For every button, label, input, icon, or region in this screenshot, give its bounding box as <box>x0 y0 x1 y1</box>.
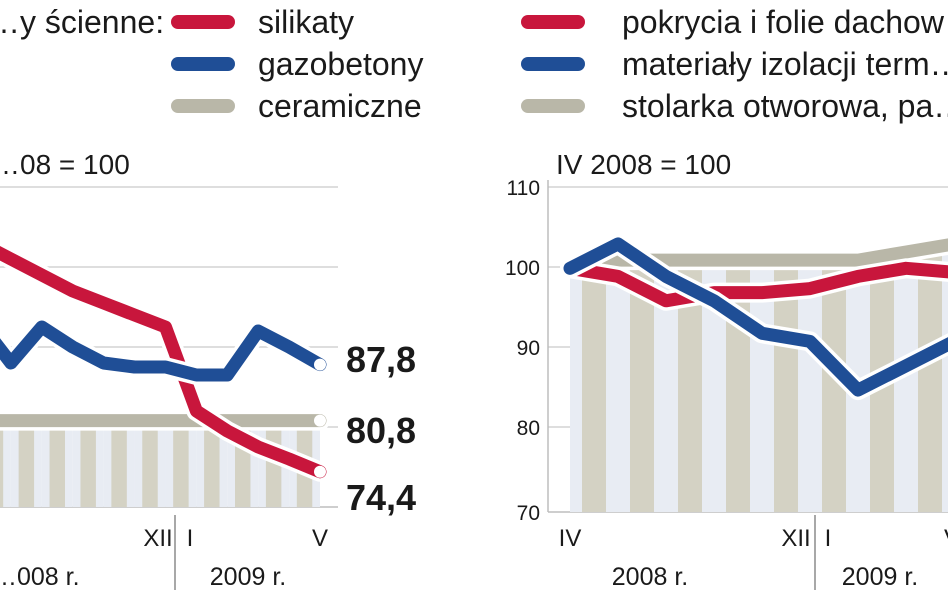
left-month-i: I <box>187 525 194 552</box>
right-base-label: IV 2008 = 100 <box>556 149 731 180</box>
left-bar-gap-0 <box>0 420 11 507</box>
left-end-labels: 87,8 80,8 74,4 <box>346 339 416 518</box>
legend-label-ceramiczne: ceramiczne <box>258 88 422 124</box>
left-x-axis: XII I V …008 r. 2009 r. <box>0 515 328 591</box>
right-month-xii: XII <box>781 525 810 552</box>
right-series-pokrycia-i-folie-dachow- <box>563 261 948 308</box>
left-plot-area <box>0 186 338 508</box>
left-series-gazobetony-end-marker <box>314 358 326 371</box>
legend-label-gazobetony: gazobetony <box>258 46 423 82</box>
left-series-lines <box>0 242 330 482</box>
left-bar-5 <box>142 420 158 507</box>
right-series-lines <box>560 233 948 401</box>
left-bar-1 <box>18 420 35 507</box>
left-series-gazobetony <box>0 320 327 382</box>
left-bar-background <box>0 420 320 507</box>
end-label-gazobetony: 87,8 <box>346 339 416 380</box>
left-end-markers <box>314 358 326 478</box>
right-x-axis: IV XII I V 2008 r. 2009 r. <box>559 515 948 591</box>
left-legend: …y ścienne: silikaty gazobetony ceramicz… <box>0 4 423 124</box>
end-label-ceramiczne: 80,8 <box>346 410 416 451</box>
left-bar-0 <box>0 420 4 507</box>
right-bar-4 <box>774 260 798 512</box>
left-series-silikaty <box>0 246 327 479</box>
right-ytick-80: 80 <box>517 417 540 440</box>
left-month-v: V <box>312 525 328 552</box>
right-bar-7 <box>918 252 942 512</box>
left-month-xii: XII <box>143 525 172 552</box>
right-month-iv: IV <box>559 525 582 552</box>
legend-label-pokrycia: pokrycia i folie dachow… <box>622 4 948 40</box>
left-bar-6 <box>173 420 189 507</box>
right-bar-0 <box>582 268 606 512</box>
right-year-2009: 2009 r. <box>842 563 918 591</box>
right-year-2008: 2008 r. <box>612 563 688 591</box>
right-ytick-110: 110 <box>507 177 540 200</box>
right-month-i: I <box>825 525 832 552</box>
left-bar-2 <box>49 420 65 507</box>
legend-label-materialy: materiały izolacji term… <box>622 46 948 82</box>
right-ytick-70: 70 <box>517 502 540 525</box>
left-series-silikaty-end-marker <box>314 465 326 478</box>
right-plot-area <box>547 180 948 513</box>
legend-label-silikaty: silikaty <box>258 4 354 40</box>
right-month-v: V <box>944 525 948 552</box>
left-bar-7 <box>204 420 220 507</box>
left-legend-title: …y ścienne: <box>0 4 164 40</box>
left-bar-4 <box>111 420 127 507</box>
left-base-label: …08 = 100 <box>0 149 130 180</box>
legend-label-stolarka: stolarka otworowa, pa… <box>622 88 948 124</box>
right-y-axis: 110 100 90 80 70 <box>505 177 540 525</box>
left-series-ceramiczne-end-marker <box>314 414 326 427</box>
right-legend: pokrycia i folie dachow… materiały izola… <box>521 4 948 124</box>
left-year-2009: 2009 r. <box>210 563 286 591</box>
left-bar-3 <box>80 420 96 507</box>
right-ytick-100: 100 <box>505 257 540 280</box>
right-ytick-90: 90 <box>517 337 540 360</box>
right-series-materiały-izolacji-term- <box>563 237 948 397</box>
end-label-silikaty: 74,4 <box>346 477 416 518</box>
left-year-2008: …008 r. <box>0 563 80 591</box>
